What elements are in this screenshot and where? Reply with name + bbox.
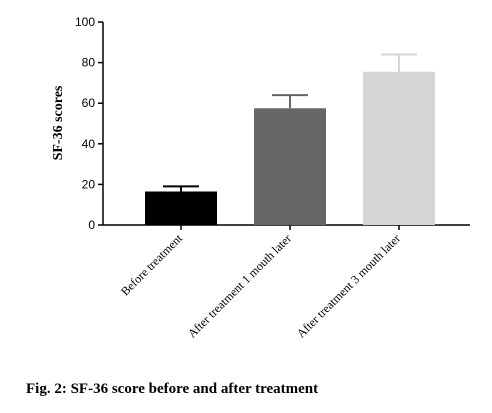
y-tick-label: 100 [75,15,95,29]
bars [145,53,435,225]
y-tick-label: 0 [88,218,95,232]
y-tick-label: 80 [82,56,96,70]
bar [145,191,217,225]
y-tick-label: 60 [82,96,96,110]
y-tick-label: 20 [82,177,96,191]
category-label: After treatment 3 mouth later [294,231,403,340]
y-axis-label: SF-36 scores [51,85,66,160]
bar [254,108,326,225]
bar [363,71,435,225]
x-axis [103,224,470,230]
figure-caption: Fig. 2: SF-36 score before and after tre… [26,381,319,397]
y-axis: 0 20 40 60 80 100 [75,15,104,232]
y-tick-label: 40 [82,137,96,151]
category-labels: Before treatment After treatment 1 mouth … [118,231,403,341]
category-label: Before treatment [118,231,186,299]
category-label: After treatment 1 mouth later [185,231,294,340]
